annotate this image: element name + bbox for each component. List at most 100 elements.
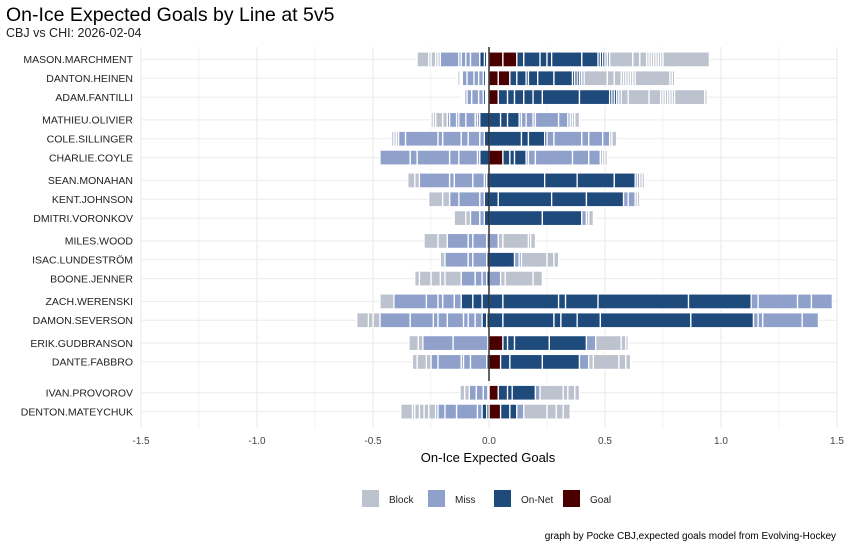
bar-erik-gudbranson-against-miss (452, 334, 489, 352)
bar-miles-wood-against-miss (446, 232, 469, 250)
bar-danton-heinen-against-miss (473, 70, 480, 87)
x-tick-label: -0.5 (364, 436, 382, 447)
bar-dante-fabbro-for-on-net (541, 353, 581, 371)
y-tick-label-zach-werenski: ZACH.WERENSKI (45, 296, 133, 308)
bar-mason-marchment-against-on-net (479, 51, 486, 68)
bar-danton-heinen-against-miss (477, 70, 484, 87)
bar-boone-jenner-for-block (532, 270, 544, 287)
bar-mason-marchment-for-on-net (523, 51, 541, 68)
bar-boone-jenner-against-miss (474, 270, 483, 287)
bar-sean-monahan-against-block (407, 172, 416, 189)
bar-damon-severson-for-on-net (560, 312, 578, 329)
bar-charlie-coyle-against-miss (379, 149, 411, 166)
bar-kent-johnson-against-miss (479, 191, 486, 208)
bar-charlie-coyle-against-miss (409, 149, 418, 166)
bar-denton-mateychuk-against-miss (437, 403, 446, 420)
bar-erik-gudbranson-for-on-net (548, 334, 588, 352)
bar-kent-johnson-for-miss (622, 191, 629, 208)
y-tick-label-adam-fantilli: ADAM.FANTILLI (55, 92, 133, 104)
bar-sean-monahan-against-miss (453, 172, 474, 189)
bar-kent-johnson-for-on-net (488, 191, 499, 208)
bar-sean-monahan-for-on-net (488, 172, 546, 189)
bar-isac-lundestr-m-for-block (520, 251, 548, 268)
bar-kent-johnson-against-block (441, 191, 451, 208)
x-tick-label: 1.5 (830, 436, 844, 447)
bar-zach-werenski-for-on-net (557, 293, 567, 310)
bar-denton-mateychuk-for-block (555, 403, 564, 420)
bar-denton-mateychuk-for-on-net (509, 403, 518, 420)
bar-erik-gudbranson-for-block (595, 334, 622, 352)
bar-sean-monahan-for-on-net (613, 172, 636, 189)
bar-mathieu-olivier-against-miss (448, 111, 458, 129)
bar-dante-fabbro-for-block (592, 353, 620, 371)
bar-zach-werenski-for-miss (757, 293, 799, 310)
bar-mason-marchment-for-goal (488, 51, 504, 68)
bar-zach-werenski-for-on-net (488, 293, 504, 310)
bar-zach-werenski-for-on-net (564, 293, 599, 310)
x-tick-label: 0.0 (482, 436, 496, 447)
bar-danton-heinen-against-miss (466, 70, 475, 87)
y-tick-label-mason-marchment: MASON.MARCHMENT (23, 54, 133, 66)
bar-erik-gudbranson-for-block (620, 334, 627, 352)
bar-cole-sillinger-against-miss (479, 130, 486, 147)
bar-denton-mateychuk-for-block (546, 403, 557, 420)
bar-charlie-coyle-for-miss (534, 149, 574, 166)
bar-boone-jenner-against-miss (460, 270, 476, 287)
bar-denton-mateychuk-against-block (418, 403, 425, 420)
bar-sean-monahan-for-block (641, 172, 646, 189)
bar-damon-severson-against-miss (432, 312, 439, 329)
bar-damon-severson-against-miss (462, 312, 469, 329)
bar-zach-werenski-against-miss (437, 293, 444, 310)
caption: graph by Pocke CBJ,expected goals model … (545, 531, 836, 542)
bar-sean-monahan-against-miss (472, 172, 486, 189)
bar-charlie-coyle-for-miss (571, 149, 590, 166)
bar-adam-fantilli-against-miss (470, 88, 480, 106)
legend-swatch-goal (563, 490, 580, 507)
bar-damon-severson-for-on-net (599, 312, 692, 329)
bar-cole-sillinger-for-miss (581, 130, 590, 147)
bar-boone-jenner-for-miss (488, 270, 502, 287)
bar-ivan-provorov-for-block (567, 384, 576, 401)
y-tick-label-kent-johnson: KENT.JOHNSON (52, 194, 133, 206)
x-tick-label: 1.0 (714, 436, 728, 447)
bar-ivan-provorov-for-on-net (506, 384, 513, 401)
bar-dante-fabbro-for-on-net (509, 353, 544, 371)
bar-denton-mateychuk-against-miss (476, 403, 483, 420)
bar-danton-heinen-for-goal (488, 70, 499, 87)
bar-charlie-coyle-against-miss (416, 149, 451, 166)
bar-erik-gudbranson-for-block (625, 334, 629, 352)
bar-zach-werenski-for-miss (810, 293, 834, 310)
bar-denton-mateychuk-for-on-net (499, 403, 511, 420)
bar-dante-fabbro-for-on-net (499, 353, 511, 371)
bar-zach-werenski-against-miss (393, 293, 428, 310)
bar-miles-wood-against-miss (467, 232, 474, 250)
bar-zach-werenski-for-miss (750, 293, 759, 310)
bar-adam-fantilli-against-miss (466, 88, 473, 106)
bar-ivan-provorov-for-on-net (497, 384, 509, 401)
bar-dmitri-voronkov-against-block (453, 209, 467, 227)
bar-sean-monahan-for-on-net (576, 172, 615, 189)
bar-kent-johnson-for-on-net (550, 191, 588, 208)
bar-miles-wood-for-block (497, 232, 504, 250)
bar-dante-fabbro-for-block (618, 353, 627, 371)
bar-damon-severson-against-on-net (481, 312, 488, 329)
bar-damon-severson-for-on-net (690, 312, 755, 329)
bar-cole-sillinger-against-miss (437, 130, 444, 147)
bar-erik-gudbranson-against-block (408, 334, 419, 352)
y-tick-label-charlie-coyle: CHARLIE.COYLE (49, 152, 133, 164)
bar-boone-jenner-against-block (414, 270, 421, 287)
bar-charlie-coyle-for-miss (527, 149, 537, 166)
bar-dante-fabbro-against-miss (462, 353, 472, 371)
bar-ivan-provorov-against-miss (482, 384, 489, 401)
bar-ivan-provorov-for-miss (534, 384, 541, 401)
bar-cole-sillinger-against-block (390, 130, 395, 147)
bar-zach-werenski-for-on-net (687, 293, 752, 310)
bar-cole-sillinger-against-on-net (483, 130, 490, 147)
bar-denton-mateychuk-against-miss (455, 403, 479, 420)
bar-denton-mateychuk-for-goal (488, 403, 502, 420)
bar-mason-marchment-against-miss (460, 51, 467, 68)
y-tick-label-damon-severson: DAMON.SEVERSON (33, 315, 133, 327)
bar-kent-johnson-for-on-net (497, 191, 553, 208)
bar-danton-heinen-for-goal (497, 70, 511, 87)
bar-erik-gudbranson-for-on-net (506, 334, 516, 352)
